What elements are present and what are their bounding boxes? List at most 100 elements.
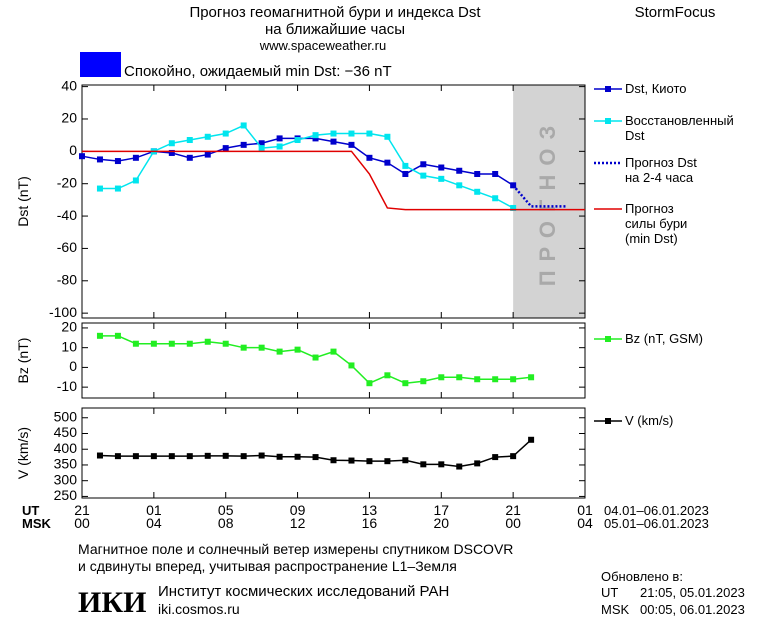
point — [96, 185, 103, 192]
date-range: 04.01–06.01.2023 — [604, 503, 709, 518]
point — [420, 378, 427, 385]
legend-label: Dst, Киото — [625, 81, 687, 96]
point — [402, 170, 409, 177]
plot-frame — [81, 407, 586, 499]
legend-swatch — [605, 118, 611, 124]
updated-time: 00:05, 06.01.2023 — [640, 602, 745, 617]
legend-label: Прогноз силы бури (min Dst) — [625, 201, 688, 246]
point — [114, 185, 121, 192]
point — [204, 133, 211, 140]
logo: ИКИ — [78, 586, 146, 619]
point — [150, 340, 157, 347]
point — [366, 154, 373, 161]
y-tick-label: 20 — [61, 110, 77, 126]
plot-frame — [81, 322, 586, 399]
y-tick-label: 0 — [69, 142, 77, 158]
x-tick-label: 17 — [433, 502, 449, 518]
point — [438, 461, 445, 468]
point — [384, 372, 391, 379]
forecast-label: ПРОГНОЗ — [535, 117, 560, 287]
point — [114, 332, 121, 339]
legend-swatch — [605, 418, 611, 424]
y-tick-label: 350 — [54, 456, 78, 472]
point — [492, 170, 499, 177]
title: на ближайшие часы — [265, 21, 405, 38]
legend-swatch — [605, 336, 611, 342]
series-line — [99, 439, 532, 468]
point — [330, 348, 337, 355]
point — [114, 158, 121, 165]
x-tick-label: 04 — [577, 515, 593, 531]
point — [96, 452, 103, 459]
point — [384, 133, 391, 140]
point — [204, 151, 211, 158]
status-indicator — [80, 52, 121, 77]
date-range: 05.01–06.01.2023 — [604, 516, 709, 531]
url: iki.cosmos.ru — [158, 601, 240, 617]
point — [348, 362, 355, 369]
note: Магнитное поле и солнечный ветер измерен… — [78, 541, 513, 557]
x-tick-label: 09 — [290, 502, 306, 518]
title: Прогноз геомагнитной бури и индекса Dst — [189, 4, 481, 21]
updated-title: Обновлено в: — [601, 569, 683, 584]
point — [420, 461, 427, 468]
point — [492, 454, 499, 461]
x-tick-label: 01 — [146, 502, 162, 518]
y-tick-label: -80 — [57, 271, 77, 287]
y-tick-label: -60 — [57, 239, 77, 255]
point — [222, 340, 229, 347]
x-tick-label: 21 — [505, 502, 521, 518]
point — [258, 452, 265, 459]
x-tick-label: 20 — [433, 515, 449, 531]
point — [168, 453, 175, 460]
x-tick-label: 00 — [74, 515, 90, 531]
point — [366, 458, 373, 465]
point — [474, 460, 481, 467]
point — [402, 380, 409, 387]
y-tick-label: -40 — [57, 207, 77, 223]
series-line — [82, 150, 585, 211]
y-axis-label: V (km/s) — [15, 427, 31, 479]
point — [438, 175, 445, 182]
point — [258, 145, 265, 152]
point — [240, 122, 247, 129]
forecast-region — [513, 85, 585, 318]
point — [492, 376, 499, 383]
note: и сдвинуты вперед, учитывая распростране… — [78, 558, 457, 574]
institute: Институт космических исследований РАН — [158, 583, 449, 600]
updated-time: 21:05, 05.01.2023 — [640, 585, 745, 600]
point — [510, 204, 517, 211]
point — [510, 453, 517, 460]
point — [474, 170, 481, 177]
point — [186, 137, 193, 144]
point — [222, 130, 229, 137]
y-tick-label: -20 — [57, 174, 77, 190]
status: Спокойно, ожидаемый min Dst: −36 nT — [124, 63, 392, 80]
legend-label: Прогноз Dst на 2-4 часа — [625, 155, 697, 185]
legend-swatch — [605, 86, 611, 92]
y-axis-label: Bz (nT) — [15, 338, 31, 384]
point — [294, 137, 301, 144]
x-tick-label: 00 — [505, 515, 521, 531]
point — [366, 130, 373, 137]
y-tick-label: 10 — [61, 338, 77, 354]
y-tick-label: 0 — [69, 358, 77, 374]
point — [330, 138, 337, 145]
point — [186, 340, 193, 347]
y-tick-label: 250 — [54, 487, 78, 503]
y-tick-label: 400 — [54, 440, 78, 456]
point — [96, 156, 103, 163]
point — [402, 162, 409, 169]
subtitle: www.spaceweather.ru — [259, 38, 386, 53]
y-tick-label: -10 — [57, 378, 77, 394]
point — [294, 346, 301, 353]
point — [186, 453, 193, 460]
y-axis-label: Dst (nT) — [15, 176, 31, 227]
point — [312, 354, 319, 361]
point — [492, 195, 499, 202]
point — [420, 161, 427, 168]
point — [150, 453, 157, 460]
point — [474, 188, 481, 195]
point — [456, 463, 463, 470]
